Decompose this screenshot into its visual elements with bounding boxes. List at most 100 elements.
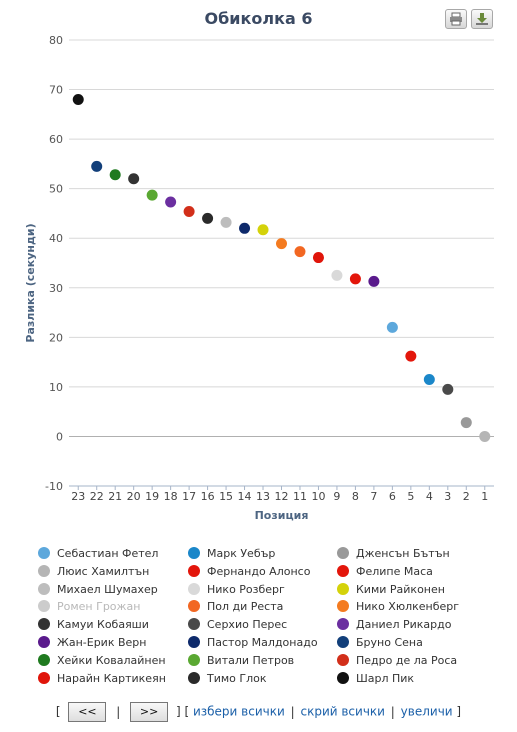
data-point bbox=[220, 216, 232, 228]
data-point bbox=[202, 212, 214, 224]
bracket-close-2: ] bbox=[456, 704, 462, 719]
legend-item[interactable]: Педро де ла Роса bbox=[337, 653, 457, 669]
legend-item[interactable]: Фернандо Алонсо bbox=[188, 564, 310, 580]
y-tick-label: 40 bbox=[49, 232, 63, 245]
legend-label: Нарайн Картикеян bbox=[57, 671, 166, 685]
legend-label: Себастиан Фетел bbox=[57, 547, 159, 560]
legend-label: Пастор Малдонадо bbox=[207, 636, 318, 649]
bracket-open: [ bbox=[55, 704, 61, 719]
x-tick-label: 2 bbox=[463, 490, 470, 503]
legend-item[interactable]: Михаел Шумахер bbox=[38, 582, 158, 598]
legend-item[interactable]: Нико Хюлкенберг bbox=[337, 599, 459, 615]
y-axis-title: Разлика (секунди) bbox=[24, 223, 37, 342]
legend-item[interactable]: Серхио Перес bbox=[188, 617, 287, 633]
next-lap-button[interactable]: >> bbox=[130, 702, 169, 722]
legend-marker bbox=[38, 636, 50, 648]
legend-marker bbox=[337, 564, 349, 577]
legend-item[interactable]: Нико Розберг bbox=[188, 582, 285, 598]
hide-all-link[interactable]: скрий всички bbox=[300, 704, 385, 719]
legend-item[interactable]: Фелипе Маса bbox=[337, 564, 433, 580]
legend-label: Серхио Перес bbox=[207, 618, 288, 632]
legend-marker bbox=[188, 671, 200, 684]
legend-item[interactable]: Ромен Грожан bbox=[38, 599, 140, 615]
y-tick-label: 80 bbox=[49, 34, 63, 47]
x-tick-label: 5 bbox=[407, 490, 414, 503]
data-point bbox=[276, 238, 287, 250]
legend-label: Витали Петров bbox=[207, 653, 295, 667]
x-tick-label: 8 bbox=[352, 490, 359, 503]
data-point bbox=[442, 383, 454, 395]
legend-item[interactable]: Пастор Малдонадо bbox=[188, 635, 318, 651]
legend-label: Люис Хамилтън bbox=[57, 564, 150, 578]
legend-marker bbox=[188, 653, 200, 666]
legend-item[interactable]: Даниел Рикардо bbox=[337, 617, 451, 633]
data-point bbox=[368, 275, 380, 287]
x-tick-label: 9 bbox=[333, 490, 340, 503]
legend-label: Даниел Рикардо bbox=[356, 618, 452, 632]
legend-marker bbox=[38, 547, 50, 559]
legend-label: Хейки Ковалайнен bbox=[57, 653, 166, 667]
x-tick-label: 18 bbox=[164, 490, 178, 503]
x-tick-label: 20 bbox=[127, 490, 141, 503]
y-tick-label: 20 bbox=[49, 331, 63, 344]
y-tick-label: -10 bbox=[45, 480, 63, 493]
legend-label: Ромен Грожан bbox=[57, 600, 141, 614]
legend-label: Нико Розберг bbox=[207, 582, 285, 596]
legend-item[interactable]: Тимо Глок bbox=[188, 671, 267, 687]
bracket-open-2: [ bbox=[184, 704, 190, 719]
legend-item[interactable]: Витали Петров bbox=[188, 653, 294, 669]
legend-marker bbox=[38, 600, 50, 613]
legend-marker bbox=[337, 671, 349, 684]
legend-label: Педро де ла Роса bbox=[356, 653, 458, 667]
legend-marker bbox=[337, 636, 349, 648]
print-button[interactable] bbox=[445, 9, 467, 29]
x-tick-label: 10 bbox=[311, 490, 325, 503]
zoom-link[interactable]: увеличи bbox=[400, 704, 453, 719]
legend-item[interactable]: Камуи Кобаяши bbox=[38, 617, 149, 633]
data-point bbox=[239, 222, 251, 234]
data-point bbox=[312, 252, 324, 264]
data-point bbox=[423, 373, 435, 385]
x-tick-label: 23 bbox=[71, 490, 85, 503]
data-point bbox=[183, 205, 195, 217]
x-tick-label: 4 bbox=[426, 490, 433, 503]
legend-item[interactable]: Люис Хамилтън bbox=[38, 564, 149, 580]
x-tick-label: 21 bbox=[108, 490, 122, 503]
x-axis-title: Позиция bbox=[255, 509, 309, 522]
legend-marker bbox=[38, 653, 50, 666]
legend-item[interactable]: Бруно Сена bbox=[337, 635, 423, 651]
legend-item[interactable]: Дженсън Бътън bbox=[337, 546, 450, 562]
legend-marker bbox=[337, 600, 349, 613]
data-point bbox=[479, 430, 491, 442]
x-tick-label: 17 bbox=[182, 490, 196, 503]
legend-marker bbox=[337, 653, 349, 666]
print-icon bbox=[450, 12, 462, 26]
x-tick-label: 13 bbox=[256, 490, 270, 503]
prev-lap-button[interactable]: << bbox=[68, 702, 107, 722]
legend-item[interactable]: Кими Райконен bbox=[337, 582, 445, 598]
select-all-link[interactable]: избери всички bbox=[192, 704, 285, 719]
legend-label: Кими Райконен bbox=[356, 582, 445, 596]
chart-title: Обиколка 6 bbox=[204, 9, 313, 28]
data-point bbox=[257, 224, 269, 236]
legend-label: Жан-Ерик Верн bbox=[57, 636, 147, 649]
legend-item[interactable]: Хейки Ковалайнен bbox=[38, 653, 166, 669]
data-point bbox=[331, 269, 343, 281]
legend-marker bbox=[337, 618, 349, 631]
download-button[interactable] bbox=[471, 9, 493, 29]
y-tick-label: 0 bbox=[56, 430, 63, 443]
data-point bbox=[146, 189, 158, 201]
legend-item[interactable]: Жан-Ерик Верн bbox=[38, 635, 146, 651]
legend-item[interactable]: Себастиан Фетел bbox=[38, 546, 158, 562]
data-point bbox=[109, 169, 121, 181]
legend-item[interactable]: Шарл Пик bbox=[337, 671, 414, 687]
x-tick-label: 14 bbox=[238, 490, 252, 503]
download-icon bbox=[476, 13, 488, 25]
x-tick-label: 15 bbox=[219, 490, 233, 503]
legend-marker bbox=[188, 636, 200, 648]
legend-item[interactable]: Нарайн Картикеян bbox=[38, 671, 166, 687]
legend-item[interactable]: Пол ди Реста bbox=[188, 599, 283, 615]
legend-label: Пол ди Реста bbox=[207, 600, 284, 614]
legend-item[interactable]: Марк Уебър bbox=[188, 546, 275, 562]
